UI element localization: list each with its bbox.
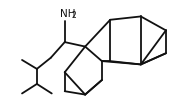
Text: 2: 2 [71,11,76,20]
Text: NH: NH [60,8,76,18]
